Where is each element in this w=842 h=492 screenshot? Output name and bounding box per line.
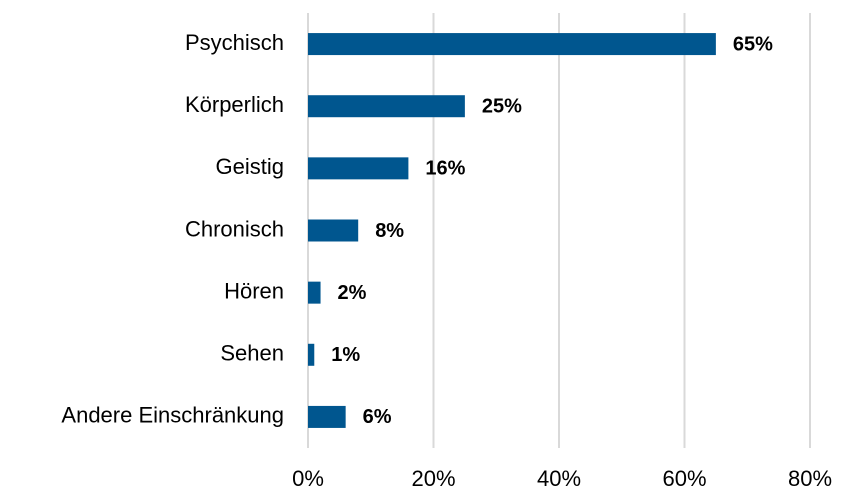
value-label: 25% bbox=[482, 95, 522, 117]
value-label: 2% bbox=[338, 282, 367, 304]
value-label: 65% bbox=[733, 33, 773, 55]
value-label: 8% bbox=[375, 220, 404, 242]
bar bbox=[308, 157, 409, 180]
y-tick-label: Chronisch bbox=[185, 216, 284, 241]
x-tick-label: 60% bbox=[662, 466, 706, 491]
y-tick-label: Psychisch bbox=[185, 30, 284, 55]
y-tick-label: Geistig bbox=[216, 154, 284, 179]
value-label: 1% bbox=[331, 344, 360, 366]
y-tick-label: Andere Einschränkung bbox=[61, 403, 284, 428]
x-tick-label: 20% bbox=[411, 466, 455, 491]
x-tick-label: 0% bbox=[292, 466, 324, 491]
x-tick-label: 80% bbox=[788, 466, 832, 491]
value-label: 6% bbox=[363, 406, 392, 428]
bar bbox=[308, 219, 359, 242]
x-tick-label: 40% bbox=[537, 466, 581, 491]
y-tick-label: Körperlich bbox=[185, 92, 284, 117]
bar bbox=[308, 405, 346, 428]
value-label: 16% bbox=[425, 158, 465, 180]
bar bbox=[308, 95, 465, 118]
bar bbox=[308, 281, 321, 304]
bar bbox=[308, 343, 315, 366]
y-tick-label: Hören bbox=[224, 278, 284, 303]
y-tick-label: Sehen bbox=[220, 341, 284, 366]
bar bbox=[308, 33, 716, 56]
